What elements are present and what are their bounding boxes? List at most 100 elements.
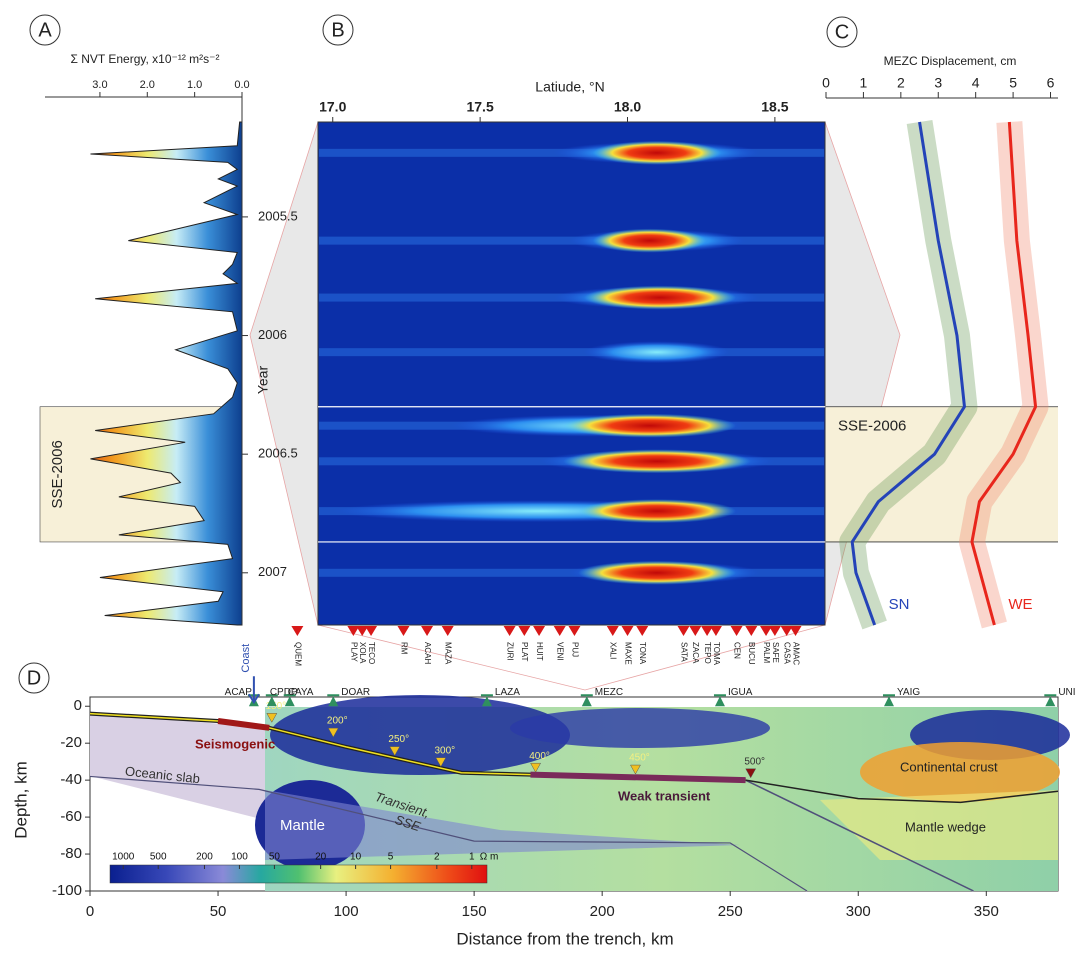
panel-badge [29, 14, 61, 46]
station [882, 694, 895, 707]
isotherm-label: 300° [434, 745, 455, 756]
station-label: ZURI [505, 642, 514, 661]
panel-badge [322, 14, 354, 46]
anomaly [583, 341, 731, 364]
y-tick-label: -60 [60, 808, 82, 825]
station-label: AMAC [791, 642, 800, 665]
colorbar-label: 100 [231, 852, 248, 863]
region-label: Mantle [280, 817, 325, 834]
station-label: SATA [679, 642, 688, 662]
panel-badge [18, 662, 50, 694]
station [730, 626, 743, 636]
axis-title: MEZC Displacement, cm [884, 54, 1017, 68]
resistivity-blob [820, 790, 1058, 860]
x-tick-label: 0 [822, 75, 830, 91]
station [421, 626, 434, 636]
coast-arrow [248, 676, 260, 705]
isotherm-marker [530, 762, 542, 773]
colorbar-label: 1 [469, 852, 475, 863]
anomaly-core [563, 413, 736, 438]
x-tick-label: 100 [334, 903, 359, 920]
station [636, 626, 649, 636]
station [1044, 694, 1057, 707]
station-label: HUIT [535, 642, 544, 661]
station [480, 694, 493, 707]
y-tick-label: 2006.5 [258, 446, 298, 461]
x-tick-label: 17.0 [319, 99, 346, 115]
station [553, 626, 566, 636]
station-label: DOAR [341, 687, 370, 698]
heatmap-frame [317, 121, 826, 626]
colorbar-label: 5 [388, 852, 394, 863]
isotherm-marker [745, 768, 757, 779]
panel-letter: C [835, 21, 849, 43]
y-tick-label: 2005.5 [258, 208, 298, 223]
y-axis-title: Depth, km [11, 761, 30, 838]
isotherm-label: 200° [327, 716, 348, 727]
station [677, 626, 690, 636]
station [580, 694, 593, 707]
station [768, 626, 781, 636]
station [701, 626, 714, 636]
station [713, 694, 726, 707]
panel-c: SSE-2006 0 1 2 3 4 5 6 MEZC Displacement, cm SN WE [822, 54, 1058, 630]
station-label: LAZA [495, 687, 520, 698]
colorbar-unit: Ω m [480, 852, 499, 863]
x-tick-label: 18.0 [614, 99, 641, 115]
x-tick-label: 150 [462, 903, 487, 920]
station-label: ACAH [423, 642, 432, 664]
isotherm-marker [266, 713, 278, 723]
station-label: SAFE [771, 642, 780, 663]
station-label: PLAY [349, 642, 358, 663]
energy-area [90, 121, 243, 626]
x-tick-label: 3 [934, 75, 942, 91]
colorbar-label: 20 [315, 852, 327, 863]
colorbar [109, 864, 488, 884]
station-label: MEZC [595, 687, 623, 698]
station-label: IGUA [728, 687, 753, 698]
x-tick-label: 17.5 [466, 99, 493, 115]
anomaly-core [578, 499, 736, 524]
slab-bottom [89, 775, 808, 892]
panel-d: 150° 200° 250° 300° 400° 450° 500° ACAP CPDPCAYA… [11, 644, 1076, 949]
y-tick-label: 0 [74, 697, 82, 714]
trend-line [970, 121, 1038, 626]
resistivity-blob [860, 742, 1060, 802]
isotherm-label: 150° [265, 701, 286, 712]
station-label: UNIP [1058, 687, 1076, 698]
y-tick-label: -40 [60, 771, 82, 788]
crust-base [745, 779, 1059, 804]
legend-label: WE [1008, 596, 1032, 613]
station [518, 626, 531, 636]
isotherm-label: 250° [388, 734, 409, 745]
station [533, 626, 546, 636]
x-tick-label: 2.0 [140, 79, 155, 91]
colorbar-label: 200 [196, 852, 213, 863]
slab-shade [90, 712, 265, 820]
station [503, 626, 516, 636]
station-label: TONA [638, 642, 647, 665]
x-axis-title: Distance from the trench, km [456, 929, 673, 948]
isotherm-marker [630, 764, 641, 775]
axis-title: Σ NVT Energy, x10⁻¹² m²s⁻² [71, 52, 220, 66]
station-label: ACAP [225, 687, 253, 698]
seismogenic [217, 718, 270, 731]
station [441, 626, 454, 636]
x-tick-label: 350 [974, 903, 999, 920]
station [621, 626, 634, 636]
panel-letter: A [38, 19, 52, 41]
coast-label: Coast [240, 644, 252, 673]
isotherm-label: 500° [744, 756, 765, 767]
station-label: CPDP [270, 687, 298, 698]
colorbar-label: 50 [269, 852, 281, 863]
anomaly-core [592, 140, 722, 165]
axis-title: Latiude, °N [535, 79, 604, 95]
x-tick-label: 5 [1009, 75, 1017, 91]
panel-a: SSE-2006 3.0 2.0 1.0 0.0 Σ NVT Energy, x10⁻¹²… [39, 52, 298, 626]
station-label: PLAT [520, 642, 529, 662]
x-tick-label: 6 [1047, 75, 1055, 91]
isotherm-label: 450° [629, 753, 650, 764]
trend-line [850, 121, 966, 626]
station-label: CAYA [288, 687, 314, 698]
